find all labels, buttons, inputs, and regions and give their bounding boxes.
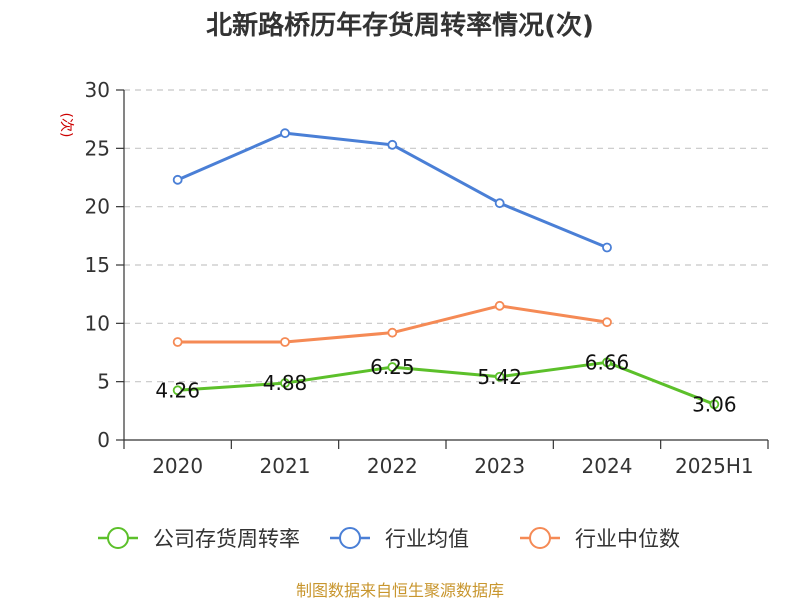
series-0-point — [494, 371, 505, 382]
legend-marker-1 — [339, 527, 361, 549]
x-tick-label: 2022 — [367, 454, 418, 478]
series-0-point — [172, 385, 183, 396]
series-2-point — [602, 317, 612, 328]
data-labels: 4.26 4.88 6.25 5.42 6.66 3.06 — [155, 350, 736, 416]
source-note: 制图数据来自恒生聚源数据库 — [296, 581, 504, 600]
legend-label-2: 行业中位数 — [575, 527, 680, 551]
y-tick-label: 30 — [85, 78, 110, 102]
legend-label-1: 行业均值 — [385, 527, 469, 551]
x-tick-label: 2021 — [260, 454, 311, 478]
legend-marker-2 — [529, 527, 551, 549]
series-1-point — [280, 128, 290, 139]
y-tick-label: 5 — [97, 370, 110, 394]
series-2-point — [494, 300, 505, 311]
y-tick-label: 15 — [85, 253, 110, 277]
series-line-0 — [177, 360, 715, 406]
data-label: 4.26 — [155, 378, 200, 402]
series-2-point — [280, 337, 290, 347]
chart-title: 北新路桥历年存货周转率情况(次) — [206, 10, 594, 41]
data-label: 5.42 — [477, 365, 522, 389]
series-1-point — [387, 139, 398, 150]
x-tick-label: 2020 — [152, 454, 203, 478]
series-2-point — [172, 337, 183, 347]
y-tick-label: 10 — [85, 311, 110, 335]
y-tick-label: 25 — [85, 136, 110, 160]
series-2-point — [387, 327, 398, 338]
y-unit-label: (次) — [58, 113, 74, 138]
legend-marker-0 — [107, 527, 129, 549]
x-tick-label: 2023 — [474, 454, 525, 478]
y-tick-label: 0 — [97, 428, 110, 452]
data-label: 6.25 — [370, 355, 415, 379]
series-line-1 — [177, 131, 608, 249]
gridlines — [124, 89, 768, 383]
series-layer — [172, 128, 720, 410]
x-tick-label: 2024 — [582, 454, 633, 478]
legend: 公司存货周转率 行业均值 行业中位数 — [98, 527, 680, 551]
data-label: 3.06 — [692, 392, 737, 416]
series-1-point — [602, 242, 612, 253]
y-tick-label: 20 — [85, 195, 110, 219]
series-0-point — [602, 357, 612, 368]
data-label: 6.66 — [585, 350, 630, 374]
series-1-point — [172, 174, 183, 185]
legend-label-0: 公司存货周转率 — [153, 527, 300, 551]
x-tick-label: 2025H1 — [675, 454, 754, 478]
axes: 0 5 10 15 20 25 30 2020 2021 2022 2023 2024 2025H1 — [85, 78, 769, 478]
data-label: 4.88 — [263, 371, 308, 395]
series-0-point — [387, 362, 398, 372]
series-0-point — [280, 378, 290, 388]
series-1-point — [494, 198, 505, 209]
series-0-point — [709, 399, 720, 410]
